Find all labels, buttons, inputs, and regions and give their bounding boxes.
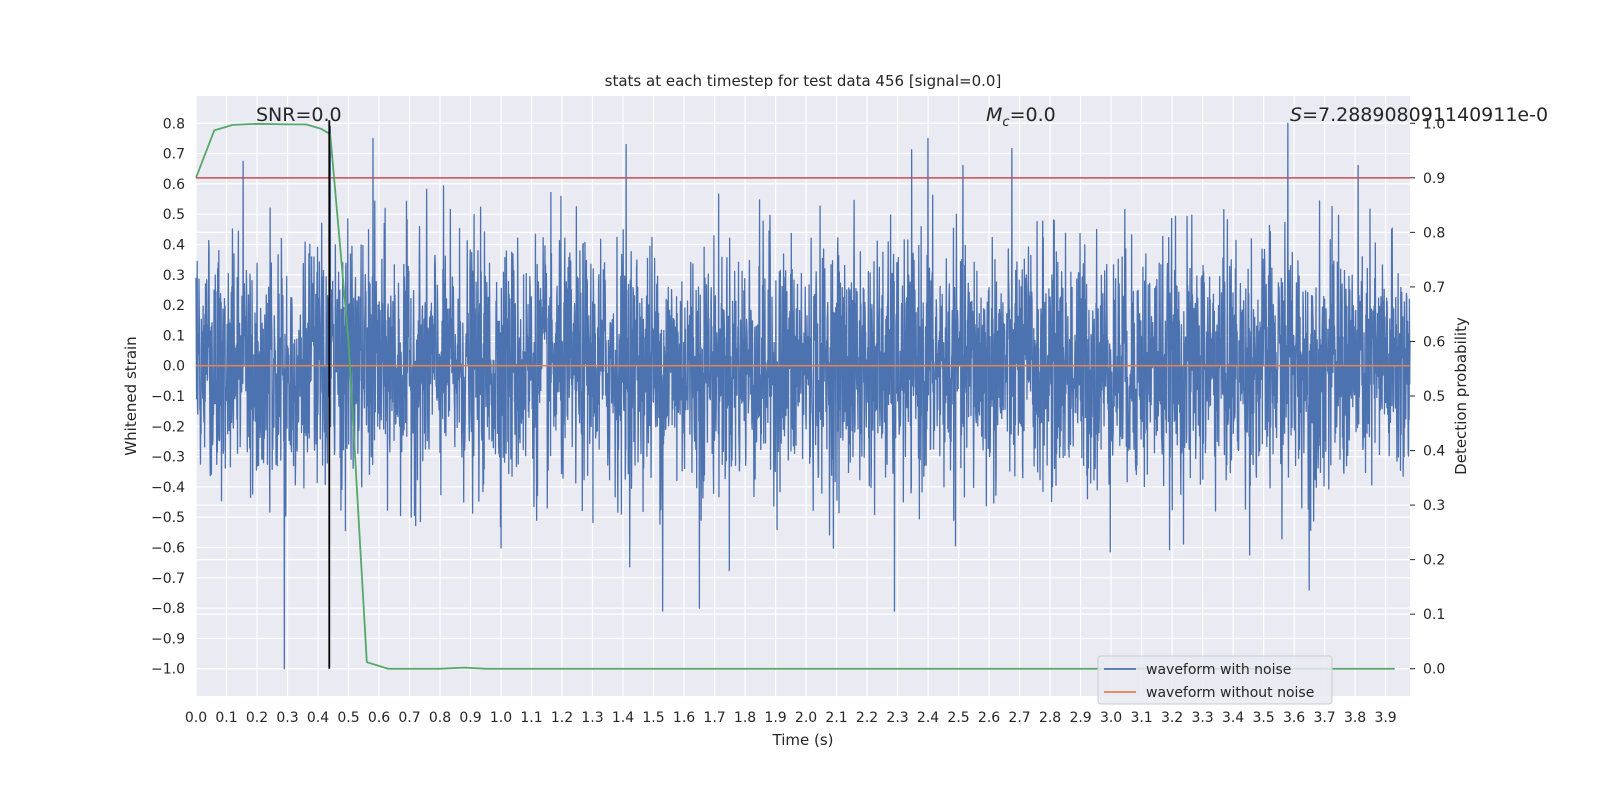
x-tick-label: 3.9 [1374, 710, 1396, 726]
legend-label-waveform-without-noise: waveform without noise [1146, 685, 1314, 701]
mc-value: =0.0 [1010, 104, 1056, 126]
y-tick-label: −0.9 [151, 631, 185, 647]
y-tick-label: −0.5 [151, 510, 185, 526]
x-tick-label: 3.6 [1283, 710, 1305, 726]
y2-tick-label: 0.4 [1423, 444, 1445, 460]
x-tick-label: 0.3 [276, 710, 298, 726]
x-tick-label: 2.0 [795, 710, 817, 726]
x-tick-label: 0.4 [307, 710, 329, 726]
series-detection-probability [195, 122, 1395, 670]
y2-tick-label: 0.0 [1423, 662, 1445, 678]
x-tick-label: 1.4 [612, 710, 634, 726]
x-tick-label: 1.0 [490, 710, 512, 726]
y-tick-label: −0.6 [151, 541, 185, 557]
x-tick-label: 1.1 [520, 710, 542, 726]
y-tick-label: −0.7 [151, 571, 185, 587]
mc-symbol: M [986, 104, 1002, 126]
x-tick-label: 3.3 [1191, 710, 1213, 726]
x-tick-label: 1.3 [581, 710, 603, 726]
y-tick-label: 0.6 [163, 177, 185, 193]
x-tick-label: 3.2 [1161, 710, 1183, 726]
x-tick-label: 2.4 [917, 710, 939, 726]
y2-tick-labels: 1.0 0.9 0.8 0.7 0.6 0.5 0.4 0.3 0.2 0.1 0.0 [1410, 116, 1445, 678]
mc-annotation: Mc=0.0 [986, 104, 1056, 130]
x-tick-label: 3.1 [1130, 710, 1152, 726]
x-tick-label: 2.8 [1039, 710, 1061, 726]
chart-title: stats at each timestep for test data 456… [605, 72, 1002, 90]
x-tick-label: 2.7 [1008, 710, 1030, 726]
series-layer [195, 120, 1411, 670]
x-tick-label: 0.5 [337, 710, 359, 726]
x-tick-label: 3.7 [1313, 710, 1335, 726]
y-tick-label: −0.1 [151, 389, 185, 405]
x-tick-label: 0.7 [398, 710, 420, 726]
y-tick-label: 0.7 [163, 147, 185, 163]
s-symbol: S [1290, 104, 1302, 126]
y2-tick-label: 0.3 [1423, 498, 1445, 514]
x-tick-label: 2.1 [825, 710, 847, 726]
x-tick-label: 3.5 [1252, 710, 1274, 726]
y-tick-label: 0.4 [163, 237, 185, 253]
y-tick-label: −0.3 [151, 450, 185, 466]
y2-tick-label: 1.0 [1423, 116, 1445, 132]
y2-tick-label: 0.6 [1423, 334, 1445, 350]
x-tick-label: 0.9 [459, 710, 481, 726]
y-tick-label: 0.2 [163, 298, 185, 314]
y2-tick-label: 0.1 [1423, 607, 1445, 623]
x-tick-label: 1.6 [673, 710, 695, 726]
x-tick-labels: 0.0 0.1 0.2 0.3 0.4 0.5 0.6 0.7 0.8 0.9 1.0 1.1 1.2 1… [185, 710, 1397, 726]
x-tick-label: 3.4 [1222, 710, 1244, 726]
y-tick-labels: 0.8 0.7 0.6 0.5 0.4 0.3 0.2 0.1 0.0 −0.1 −0.2 −0.3 −… [151, 116, 185, 677]
x-tick-label: 2.6 [978, 710, 1000, 726]
mc-subscript: c [1002, 115, 1009, 130]
x-axis-label: Time (s) [772, 731, 834, 749]
y-axis-label: Whitened strain [122, 336, 140, 455]
y-tick-label: −1.0 [151, 662, 185, 678]
snr-annotation: SNR=0.0 [256, 104, 342, 126]
series-waveform-with-noise [195, 122, 1411, 670]
s-value: =7.288908091140911e-0 [1302, 104, 1548, 126]
x-tick-label: 1.5 [642, 710, 664, 726]
legend-label-waveform-with-noise: waveform with noise [1146, 662, 1291, 678]
y-tick-label: −0.2 [151, 419, 185, 435]
x-tick-label: 3.0 [1100, 710, 1122, 726]
x-tick-label: 0.8 [429, 710, 451, 726]
x-tick-label: 1.9 [764, 710, 786, 726]
x-tick-label: 0.2 [246, 710, 268, 726]
y2-axis-label: Detection probability [1452, 317, 1470, 475]
legend: waveform with noise waveform without noi… [1097, 655, 1333, 705]
y2-tick-label: 0.7 [1423, 280, 1445, 296]
x-tick-label: 2.9 [1069, 710, 1091, 726]
y2-tick-label: 0.9 [1423, 171, 1445, 187]
y-tick-label: −0.8 [151, 601, 185, 617]
y-tick-label: 0.8 [163, 116, 185, 132]
y-tick-label: 0.1 [163, 328, 185, 344]
x-tick-label: 1.7 [703, 710, 725, 726]
x-tick-label: 0.6 [368, 710, 390, 726]
x-tick-label: 2.5 [947, 710, 969, 726]
x-tick-label: 1.2 [551, 710, 573, 726]
legend-box [1097, 655, 1333, 705]
x-tick-label: 1.8 [734, 710, 756, 726]
x-tick-label: 0.1 [215, 710, 237, 726]
y-tick-label: 0.3 [163, 268, 185, 284]
y-tick-label: 0.5 [163, 207, 185, 223]
y-tick-label: −0.4 [151, 480, 185, 496]
y2-tick-label: 0.2 [1423, 553, 1445, 569]
y2-tick-label: 0.5 [1423, 389, 1445, 405]
x-tick-label: 3.8 [1344, 710, 1366, 726]
y2-tick-label: 0.8 [1423, 225, 1445, 241]
x-tick-label: 2.3 [886, 710, 908, 726]
x-tick-label: 2.2 [856, 710, 878, 726]
y-tick-label: 0.0 [163, 359, 185, 375]
x-tick-label: 0.0 [185, 710, 207, 726]
s-annotation: S=7.288908091140911e-0 [1290, 104, 1548, 126]
